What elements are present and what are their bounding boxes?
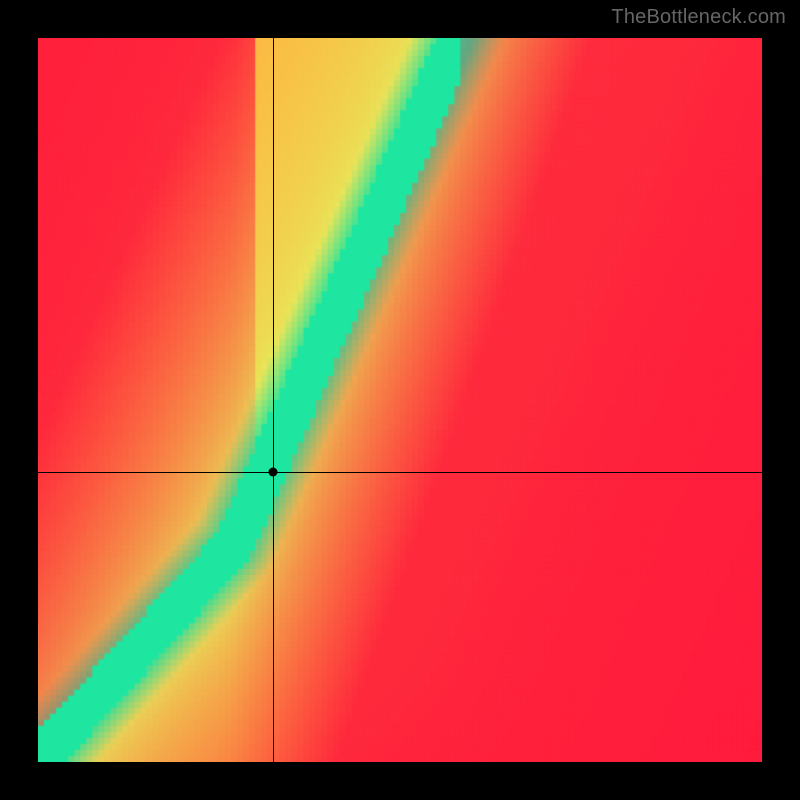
crosshair-vertical bbox=[273, 38, 274, 762]
plot-area bbox=[38, 38, 762, 762]
chart-container: TheBottleneck.com bbox=[0, 0, 800, 800]
selected-point bbox=[268, 468, 277, 477]
watermark-text: TheBottleneck.com bbox=[611, 6, 786, 29]
crosshair-horizontal bbox=[38, 472, 762, 473]
heatmap-canvas bbox=[38, 38, 762, 762]
